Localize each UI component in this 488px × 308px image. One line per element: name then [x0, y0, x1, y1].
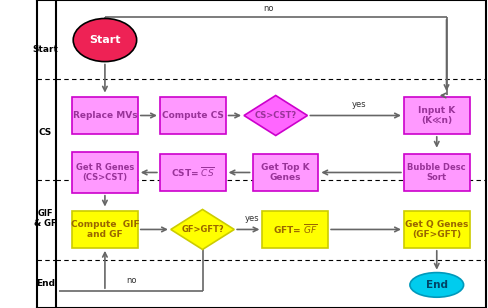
Polygon shape: [244, 95, 307, 136]
FancyBboxPatch shape: [72, 97, 138, 134]
FancyBboxPatch shape: [72, 211, 138, 248]
FancyBboxPatch shape: [160, 97, 226, 134]
Text: Start: Start: [89, 35, 121, 45]
FancyBboxPatch shape: [404, 211, 469, 248]
Ellipse shape: [410, 273, 464, 297]
Ellipse shape: [73, 18, 137, 62]
Text: Get Top K
Genes: Get Top K Genes: [261, 163, 310, 182]
FancyBboxPatch shape: [263, 211, 328, 248]
Text: no: no: [263, 4, 274, 13]
Text: Get Q Genes
(GF>GFT): Get Q Genes (GF>GFT): [405, 220, 468, 239]
Text: CS>CST?: CS>CST?: [255, 111, 297, 120]
Text: yes: yes: [244, 214, 259, 223]
Text: CS: CS: [39, 128, 52, 137]
Text: End: End: [426, 280, 448, 290]
Polygon shape: [171, 209, 234, 249]
Text: Replace MVs: Replace MVs: [73, 111, 137, 120]
Text: End: End: [36, 279, 55, 288]
Text: Input K
(K≪n): Input K (K≪n): [418, 106, 455, 125]
Text: GF>GFT?: GF>GFT?: [181, 225, 224, 234]
Text: Start: Start: [32, 45, 59, 54]
FancyBboxPatch shape: [404, 97, 469, 134]
FancyBboxPatch shape: [404, 154, 469, 191]
FancyBboxPatch shape: [253, 154, 318, 191]
Text: yes: yes: [352, 100, 366, 109]
FancyBboxPatch shape: [72, 152, 138, 193]
Text: Get R Genes
(CS>CST): Get R Genes (CS>CST): [76, 163, 134, 182]
Text: Bubble Desc
Sort: Bubble Desc Sort: [407, 163, 466, 182]
Text: no: no: [126, 276, 137, 285]
Text: Compute CS: Compute CS: [162, 111, 224, 120]
Text: GIF
& GF: GIF & GF: [34, 209, 57, 228]
Text: Compute  GIF
and GF: Compute GIF and GF: [71, 220, 139, 239]
FancyBboxPatch shape: [160, 154, 226, 191]
Text: CST= $\overline{CS}$: CST= $\overline{CS}$: [171, 165, 215, 180]
Text: GFT= $\overline{GF}$: GFT= $\overline{GF}$: [273, 222, 318, 237]
